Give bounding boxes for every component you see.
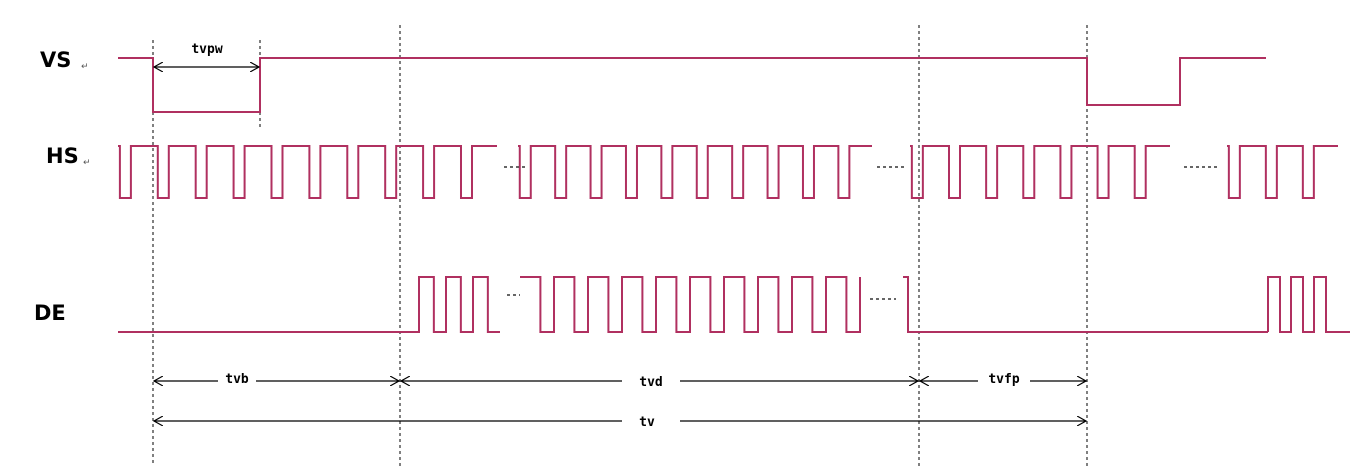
hs-segment-3 — [910, 145, 1170, 199]
signal-label-vs: VS ↵ — [40, 48, 89, 72]
de-waveform — [118, 276, 1350, 333]
de-segment-2 — [520, 276, 861, 333]
vs-waveform — [118, 57, 1266, 113]
de-segment-1 — [118, 276, 500, 333]
svg-text:DE: DE — [34, 301, 66, 325]
hs-segment-2 — [518, 145, 872, 199]
svg-text:HS: HS — [46, 144, 79, 168]
svg-text:VS: VS — [40, 48, 71, 72]
tv-label: tv — [639, 415, 655, 430]
hs-waveform — [118, 145, 1338, 199]
de-segment-3 — [903, 276, 1268, 333]
tvpw-label: tvpw — [191, 42, 222, 57]
tvfp-label: tvfp — [988, 372, 1019, 387]
hs-segment-4 — [1227, 145, 1338, 199]
tvb-label: tvb — [225, 372, 249, 387]
svg-text:↵: ↵ — [81, 62, 89, 72]
svg-text:↵: ↵ — [83, 158, 91, 168]
hs-segment-1 — [118, 145, 497, 199]
de-segment-4 — [1267, 276, 1350, 333]
tvd-label: tvd — [639, 375, 662, 390]
signal-label-de: DE — [34, 301, 66, 325]
signal-label-hs: HS ↵ — [46, 144, 91, 168]
